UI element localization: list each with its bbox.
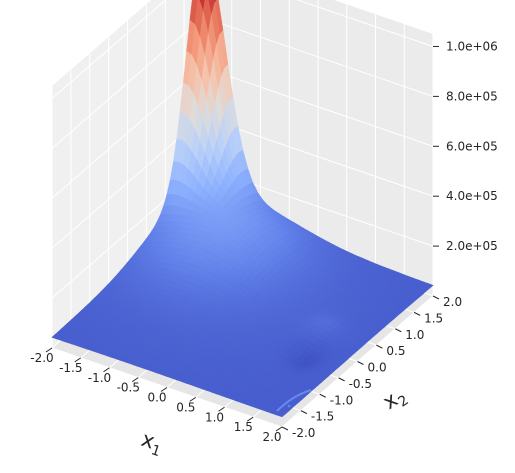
y-tick-label: 0.0	[368, 361, 387, 375]
y-tick-label: 1.5	[424, 311, 443, 325]
z-tick-label: 8.0e+05	[446, 89, 498, 103]
y-tick-label: 1.0	[405, 328, 424, 342]
x-tick-label: 2.0	[262, 430, 281, 444]
y-tick	[357, 361, 364, 365]
x-tick	[160, 387, 168, 392]
y-tick	[432, 295, 440, 300]
grid-line-z	[51, 17, 204, 149]
grid-line-z	[202, 66, 434, 147]
x-tick	[74, 357, 82, 363]
x-axis-label: x1	[137, 427, 166, 460]
x-tick-label: -2.0	[30, 351, 53, 365]
x-tick-label: 0.5	[176, 400, 195, 414]
x-tick	[131, 377, 139, 383]
y-tick	[319, 393, 326, 398]
x-tick	[45, 347, 53, 353]
z-tick-label: 1.0e+06	[446, 40, 498, 54]
y-tick-label: -2.0	[292, 426, 315, 440]
y-tick	[376, 344, 383, 349]
x-tick-label: -0.5	[117, 381, 140, 395]
x-tick-label: 1.0	[205, 410, 224, 424]
y-tick-label: 2.0	[443, 295, 462, 309]
x-tick-label: 0.0	[147, 391, 166, 405]
floor-contour	[276, 389, 312, 412]
x-tick	[218, 406, 225, 412]
x-tick	[189, 396, 197, 402]
tick-labels: -2.0-1.5-1.0-0.50.00.51.01.52.0 -2.0-1.5-…	[30, 40, 498, 445]
y-tick-label: -1.5	[311, 410, 334, 424]
x-tick	[103, 367, 110, 373]
grid-line-z	[202, 16, 434, 97]
grid-line-z	[296, 0, 434, 47]
y-tick	[338, 377, 345, 382]
y-tick-label: 0.5	[386, 344, 405, 358]
surface-facet	[276, 411, 286, 418]
y-axis-label: x2	[378, 382, 411, 417]
surface-mesh	[51, 0, 434, 418]
y-tick	[300, 410, 308, 415]
y-tick-label: -0.5	[349, 377, 372, 391]
z-tick-label: 4.0e+05	[446, 189, 498, 203]
z-tick-label: 2.0e+05	[446, 239, 498, 253]
x-tick-label: -1.0	[88, 371, 111, 385]
y-tick-label: -1.0	[330, 393, 353, 407]
z-tick-label: 6.0e+05	[446, 139, 498, 153]
y-tick	[413, 311, 421, 316]
y-tick	[395, 328, 402, 333]
tick-marks	[45, 45, 440, 432]
grid-line-z	[51, 0, 167, 99]
x-tick	[246, 416, 254, 422]
floor-contour-point	[287, 404, 291, 408]
grid-line-z	[202, 116, 434, 197]
x-tick-label: 1.5	[234, 420, 253, 434]
grid-line-z	[51, 66, 204, 199]
x-tick-label: -1.5	[59, 361, 82, 375]
y-tick	[281, 426, 289, 431]
x-tick	[275, 426, 283, 432]
